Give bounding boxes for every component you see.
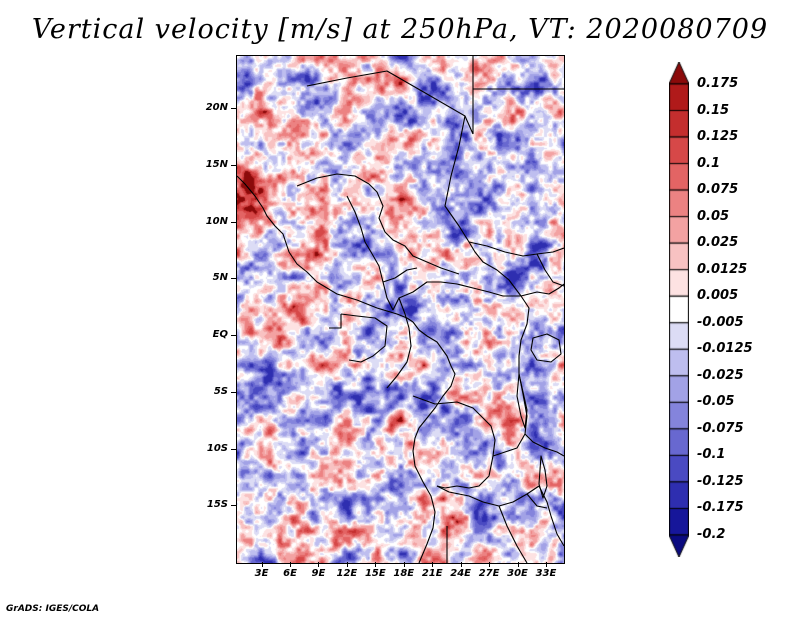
grads-credit: GrADS: IGES/COLA [6,604,100,614]
colorbar-label: -0.125 [697,473,744,489]
colorbar-label: 0.0125 [697,261,748,277]
lon-tick [460,562,462,567]
lon-label: 15E [364,568,386,579]
border-sudan-ssudan [468,241,564,257]
lon-label: 3E [254,568,269,579]
lat-label: 10N [205,215,228,227]
colorbar-label: 0.05 [697,208,730,224]
colorbar-label: -0.005 [697,314,744,330]
colorbar-label: -0.175 [697,500,744,516]
colorbar-label: 0.1 [697,155,721,171]
lat-label: 15S [206,499,228,511]
border-gabon [340,313,388,363]
border-ethiopia [536,253,564,287]
border-nigeria-cameroon [346,195,394,311]
colorbar-label: -0.1 [697,447,726,463]
lon-label: 27E [478,568,500,579]
lon-tick [545,562,547,567]
colorbar-label: 0.125 [697,129,739,145]
lat-tick [231,448,236,450]
lon-tick [403,562,405,567]
border-nigeria-niger [296,173,370,187]
lon-label: 9E [311,568,326,579]
lon-tick [517,562,519,567]
lat-tick [231,391,236,393]
country-borders [237,56,564,563]
lon-label: 33E [535,568,557,579]
border-angola-zambia [436,455,494,489]
lat-label: EQ [212,329,228,341]
border-botswana-zimbabwe [498,505,528,563]
lon-tick [346,562,348,567]
lon-label: 12E [336,568,358,579]
coastline-central [412,321,456,563]
lon-tick [290,562,292,567]
colorbar [669,62,689,557]
border-north-1 [306,70,474,135]
border-car-cameroon [382,267,418,283]
lat-label: 20N [205,102,228,114]
lon-label: 18E [393,568,415,579]
lon-tick [489,562,491,567]
colorbar-label: 0.175 [697,76,739,91]
lake-tanganyika [516,373,528,429]
colorbar-label: -0.2 [697,527,726,542]
lat-tick [231,335,236,337]
border-uganda-kenya [520,283,564,297]
colorbar-label: -0.075 [697,420,744,436]
lon-tick [375,562,377,567]
lat-label: 5S [213,385,228,397]
border-congo-drc [386,297,412,389]
lat-tick [231,278,236,280]
coastline-west [237,175,414,323]
colorbar-label: 0.075 [697,182,739,198]
lon-label: 24E [450,568,471,579]
border-chad-sudan [444,115,522,297]
lat-label: 15N [205,159,228,171]
border-zambia-drc [492,433,526,457]
lat-tick [231,108,236,110]
map-panel[interactable] [236,55,565,564]
border-angola-drc [412,395,496,457]
lat-tick [231,221,236,223]
colorbar-label: 0.025 [697,235,739,251]
lat-tick [231,505,236,507]
lon-label: 30E [507,568,528,579]
border-chad-lake [368,183,460,275]
lat-label: 10S [206,442,228,454]
lat-label: 5N [212,272,228,284]
vertical-velocity-field [237,56,564,563]
lake-victoria [530,333,562,363]
border-mozambique [538,485,564,547]
lake-malawi [538,455,548,499]
border-zambia-zimbabwe [498,485,540,507]
border-eg-guinea [329,314,342,329]
lat-tick [231,165,236,167]
colorbar-label: 0.005 [697,288,739,304]
lon-label: 21E [421,568,443,579]
colorbar-label: 0.15 [697,102,730,118]
border-zambia-mozambique [526,493,548,509]
lon-tick [318,562,320,567]
colorbar-label: -0.025 [697,367,744,383]
border-angola-namibia [436,485,500,507]
border-car-south [392,281,521,311]
chart-title: Vertical velocity [m/s] at 250hPa, VT: 2… [31,14,769,45]
colorbar-label: -0.0125 [697,341,753,357]
colorbar-label: -0.05 [697,394,735,410]
border-tanzania-south [524,433,564,457]
lon-label: 6E [283,568,297,579]
lon-tick [432,562,434,567]
lon-tick [261,562,263,567]
border-drc-east [518,295,530,435]
